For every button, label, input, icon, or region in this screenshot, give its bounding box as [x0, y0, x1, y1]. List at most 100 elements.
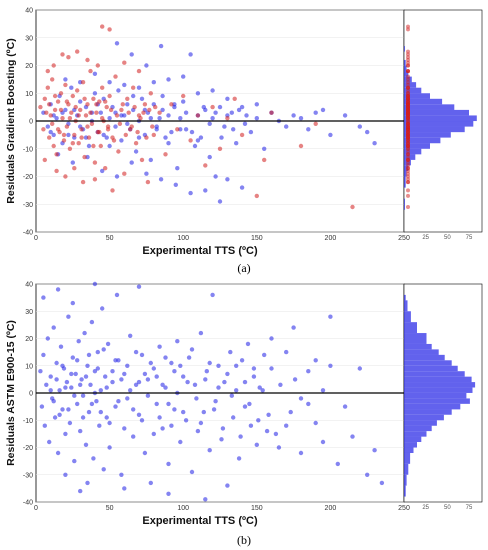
- data-point: [48, 129, 53, 135]
- data-point: [248, 129, 254, 135]
- data-point: [98, 388, 104, 393]
- data-point: [198, 135, 204, 140]
- data-point: [70, 141, 76, 146]
- data-point: [51, 325, 56, 330]
- data-point: [48, 374, 53, 379]
- data-point: [234, 141, 239, 146]
- y-tick-label: 0: [29, 119, 33, 126]
- data-point: [242, 379, 248, 385]
- data-point: [213, 110, 218, 115]
- y-tick-label: 40: [25, 282, 33, 289]
- data-point: [116, 88, 121, 93]
- data-point: [136, 85, 142, 90]
- data-point: [80, 179, 86, 185]
- data-point: [133, 141, 139, 146]
- data-point: [169, 360, 174, 366]
- data-point: [52, 415, 58, 420]
- data-point: [97, 423, 102, 428]
- histogram-overlay-point: [406, 180, 410, 185]
- data-point: [98, 110, 104, 115]
- data-point: [79, 135, 84, 140]
- data-point: [82, 154, 87, 160]
- data-point: [75, 49, 80, 54]
- histogram-bar: [404, 65, 407, 72]
- data-point: [69, 371, 74, 377]
- histogram-overlay-point: [406, 177, 410, 182]
- histogram-bar: [404, 137, 441, 144]
- histogram-overlay-point: [406, 193, 410, 198]
- data-point: [313, 420, 318, 426]
- data-point: [148, 480, 153, 486]
- data-point: [85, 124, 90, 129]
- data-point: [52, 93, 58, 99]
- data-point: [145, 377, 151, 382]
- data-point: [107, 445, 112, 450]
- histogram-overlay-point: [406, 116, 410, 121]
- data-point: [262, 157, 267, 163]
- data-point: [72, 393, 77, 398]
- data-point: [284, 423, 289, 428]
- data-point: [144, 171, 149, 176]
- data-point: [154, 401, 159, 407]
- data-point: [92, 281, 98, 287]
- y-tick-label: -40: [23, 500, 33, 507]
- data-point: [72, 166, 77, 171]
- data-point: [172, 369, 177, 374]
- x-tick-label: 0: [34, 235, 38, 242]
- y-tick-label: -30: [23, 202, 33, 209]
- data-point: [254, 442, 259, 447]
- data-point: [38, 104, 43, 110]
- histogram-overlay-point: [406, 88, 410, 93]
- data-point: [114, 113, 120, 118]
- data-point: [139, 418, 145, 423]
- data-point: [85, 102, 90, 107]
- histogram-overlay-point: [406, 69, 410, 74]
- data-point: [291, 113, 296, 118]
- data-point: [247, 401, 252, 407]
- data-point: [158, 43, 164, 49]
- x-tick-label: 0: [34, 505, 38, 512]
- data-point: [379, 480, 385, 486]
- data-point: [63, 174, 68, 179]
- data-point: [357, 124, 362, 129]
- data-point: [178, 363, 183, 368]
- data-point: [85, 480, 90, 486]
- histogram-overlay-point: [406, 121, 410, 126]
- y-tick-label: -10: [23, 418, 33, 425]
- histogram-bar: [404, 349, 439, 355]
- x-tick-label: 150: [251, 505, 263, 512]
- data-point: [169, 423, 174, 428]
- data-point: [320, 439, 326, 445]
- histogram-bar: [404, 82, 417, 88]
- data-point: [131, 85, 136, 90]
- data-point: [222, 379, 227, 385]
- data-point: [183, 127, 189, 132]
- data-point: [122, 486, 127, 491]
- data-point: [67, 420, 73, 426]
- data-point: [45, 68, 50, 74]
- histogram-bar: [404, 294, 406, 301]
- data-point: [204, 369, 209, 374]
- data-point: [216, 363, 221, 368]
- data-point: [228, 349, 233, 355]
- histogram-overlay-point: [406, 49, 410, 54]
- data-point: [60, 407, 65, 412]
- data-point: [76, 339, 81, 344]
- data-point: [231, 127, 236, 132]
- data-point: [122, 171, 127, 176]
- data-point: [66, 314, 71, 319]
- data-point: [145, 393, 151, 398]
- histogram-overlay-point: [406, 188, 410, 193]
- histogram-bar: [404, 463, 409, 475]
- caption-b: (b): [237, 533, 251, 547]
- data-point: [75, 401, 80, 407]
- data-point: [135, 129, 140, 135]
- data-point: [183, 418, 189, 423]
- data-point: [298, 143, 304, 149]
- data-point: [175, 339, 180, 344]
- histogram-bar: [404, 365, 458, 372]
- data-point: [188, 190, 193, 196]
- data-point: [236, 107, 242, 113]
- y-tick-label: 20: [25, 63, 33, 70]
- data-point: [195, 113, 201, 118]
